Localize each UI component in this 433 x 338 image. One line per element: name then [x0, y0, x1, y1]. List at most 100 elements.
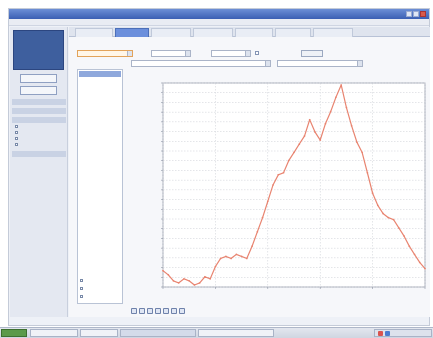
list-item[interactable]: [80, 286, 118, 291]
data-point: [314, 131, 316, 133]
view-select[interactable]: [277, 60, 363, 67]
tab-3[interactable]: [151, 28, 191, 37]
sidebar-section-4[interactable]: [12, 151, 66, 157]
sidebar-section-2[interactable]: [12, 108, 66, 114]
tray-alert-icon[interactable]: [378, 331, 383, 336]
data-point: [198, 282, 201, 284]
data-point: [319, 139, 322, 142]
data-point: [324, 122, 327, 125]
data-point: [350, 124, 353, 127]
export-icon[interactable]: [179, 308, 185, 314]
channel-list: [77, 69, 123, 304]
sidebar-button-1[interactable]: [20, 74, 57, 83]
tab-2[interactable]: [115, 28, 149, 37]
data-point: [392, 218, 395, 221]
data-point: [382, 212, 384, 215]
chevron-down-icon[interactable]: [185, 51, 190, 56]
sidebar-section-1[interactable]: [12, 99, 66, 105]
interval-select[interactable]: [211, 50, 251, 57]
data-point: [308, 118, 311, 121]
left-sidebar: [10, 27, 68, 317]
sidebar-item[interactable]: [14, 124, 66, 129]
start-button[interactable]: [1, 329, 27, 337]
zoom-in-icon[interactable]: [131, 308, 137, 314]
data-point: [272, 184, 274, 186]
taskbar-item[interactable]: [120, 329, 196, 337]
checkbox[interactable]: [15, 143, 18, 146]
checkbox[interactable]: [15, 137, 18, 140]
data-point: [235, 253, 238, 256]
system-tray: [374, 329, 432, 337]
chevron-down-icon[interactable]: [127, 51, 132, 56]
chevron-down-icon[interactable]: [245, 51, 250, 56]
data-point: [240, 255, 243, 258]
data-point: [340, 84, 343, 86]
content-panel: [69, 37, 430, 317]
data-point: [408, 245, 411, 248]
tab-4[interactable]: [193, 28, 233, 37]
checkbox[interactable]: [80, 279, 83, 282]
copy-icon[interactable]: [171, 308, 177, 314]
data-point: [366, 171, 369, 174]
checkbox[interactable]: [80, 295, 83, 298]
channel-list-header[interactable]: [79, 71, 121, 77]
source-select[interactable]: [77, 50, 133, 57]
sidebar-item[interactable]: [14, 142, 66, 147]
minimize-button[interactable]: [406, 11, 412, 17]
sidebar-section-3[interactable]: [12, 117, 66, 123]
tab-6[interactable]: [275, 28, 311, 37]
data-point: [188, 279, 191, 282]
data-point: [209, 277, 212, 280]
application-window: [8, 8, 430, 326]
save-icon[interactable]: [163, 308, 169, 314]
data-point: [261, 216, 264, 219]
data-point: [303, 135, 306, 137]
sidebar-button-2[interactable]: [20, 86, 57, 95]
range-select[interactable]: [151, 50, 191, 57]
data-point: [204, 275, 206, 278]
list-item[interactable]: [80, 278, 118, 283]
data-point: [282, 171, 285, 174]
list-item[interactable]: [80, 294, 118, 299]
checkbox[interactable]: [15, 125, 18, 128]
data-point: [172, 279, 175, 282]
sidebar-item[interactable]: [14, 130, 66, 135]
data-point: [413, 253, 416, 256]
data-point: [335, 96, 337, 99]
data-point: [298, 143, 301, 146]
chevron-down-icon[interactable]: [265, 61, 270, 66]
maximize-button[interactable]: [413, 11, 419, 17]
zoom-out-icon[interactable]: [139, 308, 145, 314]
option-checkbox[interactable]: [255, 51, 259, 55]
taskbar-item[interactable]: [30, 329, 78, 337]
tray-network-icon[interactable]: [385, 331, 390, 336]
checkbox[interactable]: [80, 287, 83, 290]
tab-1[interactable]: [75, 28, 113, 37]
title-bar[interactable]: [9, 9, 429, 19]
chevron-down-icon[interactable]: [357, 61, 362, 66]
series-select[interactable]: [131, 60, 271, 67]
apply-button[interactable]: [301, 50, 323, 57]
data-point: [224, 255, 227, 258]
pan-icon[interactable]: [147, 308, 153, 314]
data-point: [287, 159, 290, 162]
checkbox[interactable]: [15, 131, 18, 134]
data-point: [345, 106, 348, 109]
data-point: [219, 257, 222, 260]
data-point: [183, 277, 185, 280]
data-point: [387, 216, 390, 219]
tab-5[interactable]: [235, 28, 273, 37]
data-point: [162, 269, 164, 272]
data-point: [214, 265, 217, 268]
taskbar-item[interactable]: [198, 329, 274, 337]
window-controls: [406, 11, 426, 17]
close-button[interactable]: [420, 11, 426, 17]
taskbar-item[interactable]: [80, 329, 118, 337]
data-point: [266, 200, 269, 203]
sidebar-item[interactable]: [14, 136, 66, 141]
tab-7[interactable]: [313, 28, 353, 37]
print-icon[interactable]: [155, 308, 161, 314]
data-point: [355, 141, 358, 144]
tab-strip: [69, 27, 430, 37]
